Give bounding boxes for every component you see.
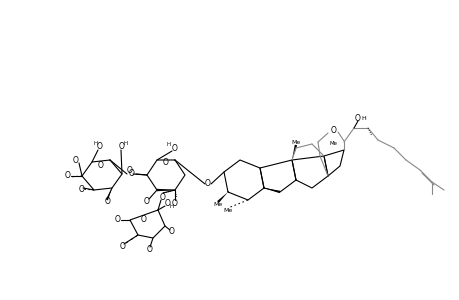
Text: O: O: [98, 160, 104, 169]
Text: O: O: [65, 172, 71, 181]
Text: Me: Me: [223, 208, 232, 212]
Polygon shape: [263, 188, 280, 193]
Text: O: O: [119, 142, 125, 151]
Polygon shape: [106, 188, 112, 200]
Text: O: O: [354, 113, 360, 122]
Text: O: O: [73, 155, 79, 164]
Text: O: O: [205, 179, 211, 188]
Text: Me: Me: [329, 140, 337, 146]
Text: O: O: [172, 143, 178, 152]
Text: O: O: [162, 158, 168, 166]
Text: O: O: [172, 199, 178, 208]
Text: O: O: [330, 125, 336, 134]
Text: O: O: [165, 200, 171, 208]
Text: H: H: [167, 142, 171, 146]
Text: H: H: [169, 205, 174, 209]
Text: H: H: [361, 116, 365, 121]
Text: H: H: [94, 140, 98, 146]
Text: O: O: [147, 245, 152, 254]
Text: H: H: [123, 140, 128, 146]
Polygon shape: [291, 145, 297, 160]
Text: O: O: [115, 215, 121, 224]
Polygon shape: [157, 189, 174, 191]
Text: O: O: [144, 197, 150, 206]
Text: Me: Me: [213, 202, 222, 206]
Text: O: O: [160, 193, 166, 202]
Text: Me: Me: [291, 140, 300, 145]
Polygon shape: [217, 192, 228, 203]
Text: O: O: [97, 142, 103, 151]
Text: O: O: [105, 197, 111, 206]
Text: O: O: [120, 242, 126, 251]
Text: O: O: [79, 185, 85, 194]
Text: O: O: [129, 169, 134, 178]
Text: O: O: [169, 227, 174, 236]
Text: O: O: [141, 215, 146, 224]
Text: O: O: [127, 166, 133, 175]
